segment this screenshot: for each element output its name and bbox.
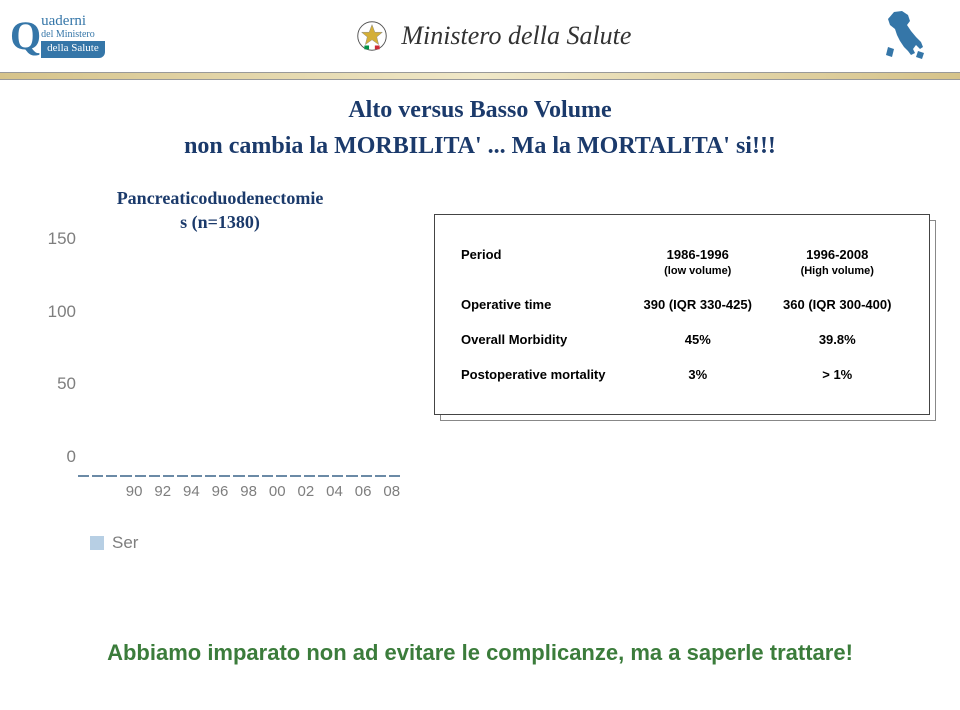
title-line1: Alto versus Basso Volume xyxy=(30,92,930,128)
x-tick xyxy=(314,477,326,505)
stats-value-b: > 1% xyxy=(768,357,908,392)
stats-table: Period1986-1996(low volume)1996-2008(Hig… xyxy=(457,237,907,392)
logo-quaderni: Q uaderni del Ministero della Salute xyxy=(10,14,105,57)
stats-value-b: 360 (IQR 300-400) xyxy=(768,287,908,322)
x-tick: 90 xyxy=(126,477,143,505)
y-tick: 50 xyxy=(32,374,76,394)
x-tick: 08 xyxy=(383,477,400,505)
x-tick: 06 xyxy=(355,477,372,505)
stats-row: Postoperative mortality3%> 1% xyxy=(457,357,907,392)
legend-swatch xyxy=(90,536,104,550)
stats-label: Overall Morbidity xyxy=(457,322,628,357)
y-tick: 0 xyxy=(32,447,76,467)
legend-label: Ser xyxy=(112,533,138,553)
y-tick: 100 xyxy=(32,302,76,322)
x-tick xyxy=(228,477,240,505)
logo-box-text: della Salute xyxy=(41,41,105,57)
stats-row: Period1986-1996(low volume)1996-2008(Hig… xyxy=(457,237,907,287)
chart-column: Pancreaticoduodenectomies (n=1380) 0 50 10… xyxy=(30,186,410,553)
x-tick xyxy=(286,477,298,505)
stats-value-b: 39.8% xyxy=(768,322,908,357)
ministero-label: Ministero della Salute xyxy=(401,21,631,51)
stats-label: Operative time xyxy=(457,287,628,322)
stats-table-box: Period1986-1996(low volume)1996-2008(Hig… xyxy=(434,214,930,415)
stats-label: Period xyxy=(457,237,628,287)
logo-line1: uaderni xyxy=(41,14,105,29)
stats-table-body: Period1986-1996(low volume)1996-2008(Hig… xyxy=(457,237,907,392)
stats-row: Operative time390 (IQR 330-425)360 (IQR … xyxy=(457,287,907,322)
x-tick xyxy=(142,477,154,505)
x-tick xyxy=(257,477,269,505)
stats-value-a: 45% xyxy=(628,322,768,357)
x-tick: 00 xyxy=(269,477,286,505)
x-axis: 90 92 94 96 98 00 02 04 06 08 xyxy=(78,477,400,505)
x-tick: 96 xyxy=(212,477,229,505)
y-tick: 150 xyxy=(32,229,76,249)
stats-value-a: 390 (IQR 330-425) xyxy=(628,287,768,322)
stats-value-a: 1986-1996(low volume) xyxy=(628,237,768,287)
y-axis: 050100150 xyxy=(30,245,76,477)
x-tick xyxy=(171,477,183,505)
header-center: Ministero della Salute xyxy=(105,17,880,55)
header-bar: Q uaderni del Ministero della Salute Min… xyxy=(0,0,960,72)
title-line2: non cambia la MORBILITA' ... Ma la MORTA… xyxy=(30,128,930,164)
logo-text-block: uaderni del Ministero della Salute xyxy=(41,14,105,57)
italy-map-icon xyxy=(880,9,930,63)
content-area: Alto versus Basso Volume non cambia la M… xyxy=(0,92,960,710)
x-tick xyxy=(200,477,212,505)
stats-row: Overall Morbidity45%39.8% xyxy=(457,322,907,357)
x-tick xyxy=(114,477,126,505)
stats-value-a: 3% xyxy=(628,357,768,392)
x-tick xyxy=(343,477,355,505)
x-tick: 04 xyxy=(326,477,343,505)
x-tick: 94 xyxy=(183,477,200,505)
title-block: Alto versus Basso Volume non cambia la M… xyxy=(30,92,930,164)
x-tick xyxy=(90,477,102,505)
x-tick xyxy=(78,477,90,505)
italy-emblem-icon xyxy=(353,17,391,55)
stats-value-b: 1996-2008(High volume) xyxy=(768,237,908,287)
x-tick: 98 xyxy=(240,477,257,505)
columns: Pancreaticoduodenectomies (n=1380) 0 50 10… xyxy=(30,186,930,553)
chart-plot xyxy=(78,245,400,477)
x-tick xyxy=(102,477,114,505)
footer-text: Abbiamo imparato non ad evitare le compl… xyxy=(0,640,960,666)
header-divider xyxy=(0,72,960,80)
logo-line2: del Ministero xyxy=(41,29,105,40)
x-tick: 02 xyxy=(298,477,315,505)
x-tick xyxy=(371,477,383,505)
logo-q-letter: Q xyxy=(10,20,41,52)
x-tick: 92 xyxy=(154,477,171,505)
stats-column: Period1986-1996(low volume)1996-2008(Hig… xyxy=(434,214,930,415)
chart-title: Pancreaticoduodenectomies (n=1380) xyxy=(30,186,410,235)
bar-chart: 050100150 90929496980002040608 xyxy=(78,245,400,505)
chart-legend: Ser xyxy=(90,533,410,553)
stats-label: Postoperative mortality xyxy=(457,357,628,392)
